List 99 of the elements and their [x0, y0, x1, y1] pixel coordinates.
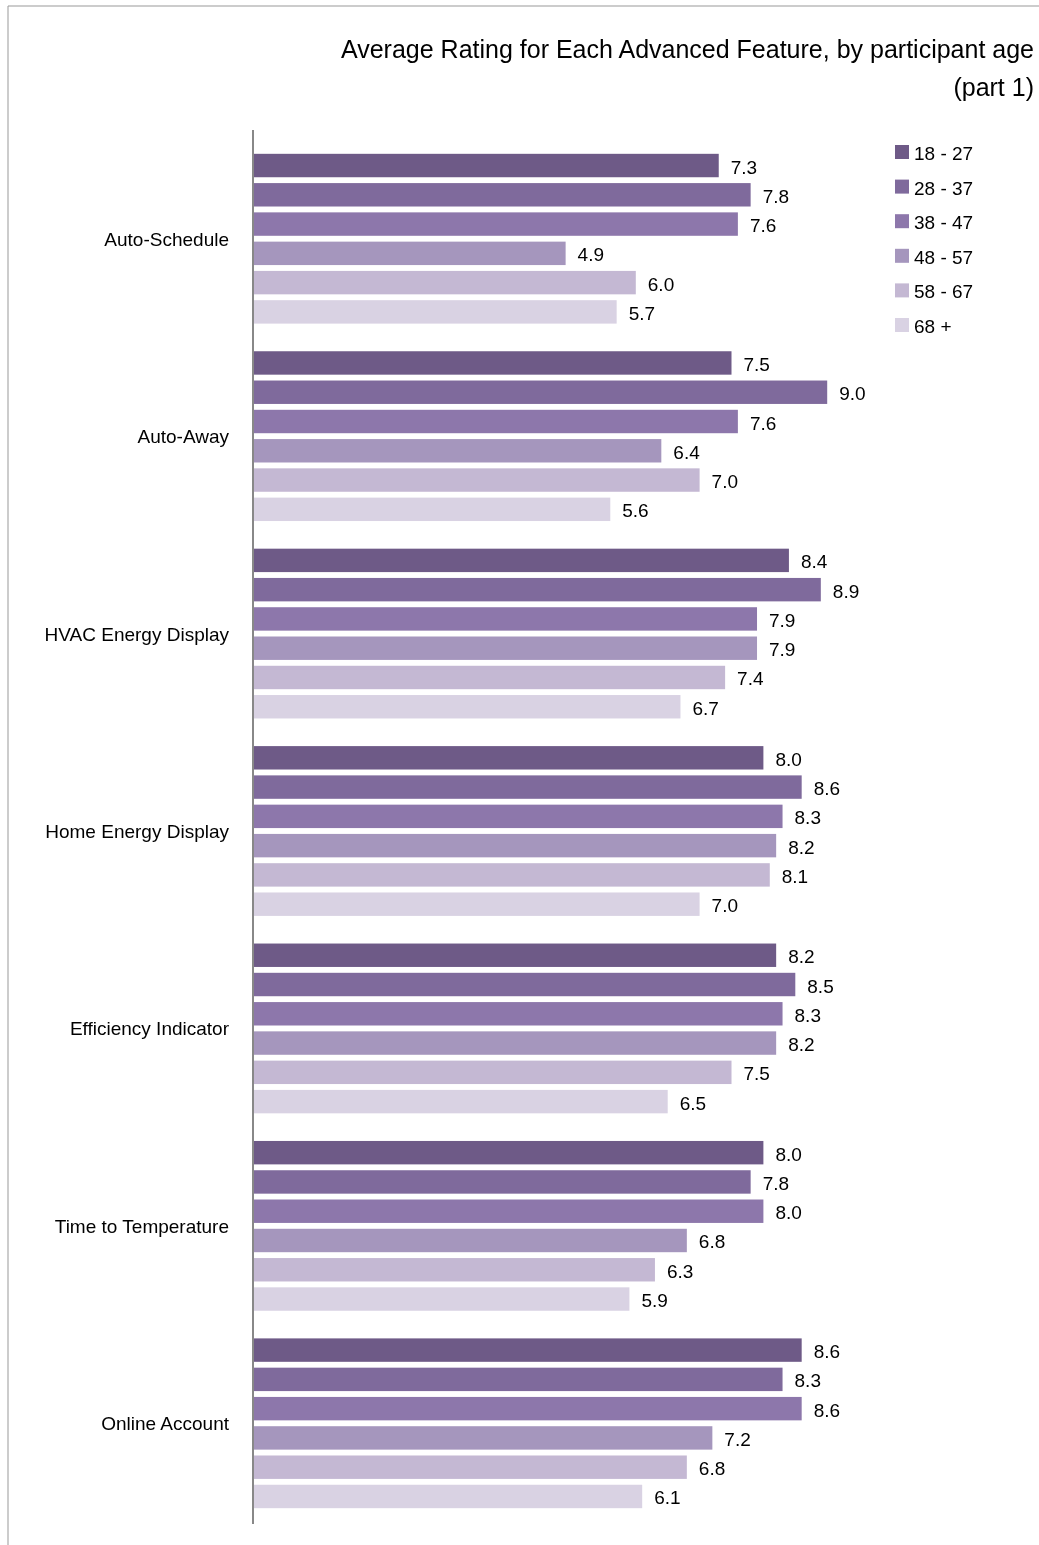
y-tick-label: HVAC Energy Display	[44, 623, 230, 645]
bar	[253, 833, 777, 858]
bar	[253, 607, 758, 631]
bar	[253, 775, 802, 799]
text: (part 1)	[953, 73, 1034, 101]
data-label: 7.8	[762, 1172, 790, 1194]
data-label: 5.6	[622, 500, 649, 522]
bar	[253, 380, 828, 404]
data-label: 7.2	[724, 1428, 751, 1450]
bar	[253, 1089, 668, 1114]
data-label: 4.9	[577, 244, 605, 266]
chart-title: Average Rating for Each Advanced Feature, by participant age	[340, 35, 1034, 63]
bar	[253, 153, 719, 178]
data-label: 7.9	[769, 609, 796, 631]
data-label: 8.9	[832, 580, 860, 602]
y-tick-label: Efficiency Indicator	[69, 1018, 230, 1040]
bar	[253, 183, 751, 207]
data-label: 7.5	[743, 353, 770, 375]
data-label: 8.6	[813, 778, 841, 800]
bar	[253, 1258, 655, 1282]
bar	[253, 1228, 687, 1253]
bar	[253, 1455, 687, 1479]
data-label: 6.0	[647, 273, 675, 295]
data-label: 6.8	[698, 1231, 726, 1253]
data-label: 7.6	[749, 412, 777, 434]
legend-label: 68 +	[914, 316, 952, 337]
data-label: 8.1	[781, 865, 809, 887]
data-label: 8.3	[794, 1370, 821, 1392]
bar	[253, 863, 770, 887]
data-label: 8.2	[788, 946, 815, 968]
data-label: 6.4	[673, 441, 701, 463]
bar	[253, 212, 738, 236]
bar	[253, 409, 738, 434]
bar	[253, 636, 758, 660]
bar	[253, 1060, 732, 1085]
legend-label: 18 - 27	[914, 143, 974, 164]
bar	[253, 1170, 751, 1194]
bar	[253, 1031, 777, 1055]
data-label: 6.7	[692, 697, 719, 719]
data-label: 8.0	[775, 1202, 802, 1224]
data-label: 7.6	[749, 215, 777, 237]
data-label: 8.2	[788, 836, 815, 858]
y-tick-label: Time to Temperature	[54, 1215, 229, 1237]
bar	[253, 351, 732, 375]
data-label: 7.9	[769, 639, 796, 661]
bar	[253, 665, 726, 690]
y-tick-label: Online Account	[101, 1413, 230, 1435]
legend-label: 28 - 37	[914, 177, 974, 199]
data-label: 8.3	[794, 807, 821, 829]
legend-label: 38 - 47	[914, 212, 974, 234]
bar	[253, 1426, 713, 1450]
bar	[253, 468, 700, 492]
bar	[253, 241, 566, 266]
data-label: 8.6	[813, 1399, 841, 1421]
data-label: 8.0	[775, 1143, 802, 1165]
bar	[253, 300, 617, 324]
bar	[253, 1199, 764, 1223]
data-label: 5.7	[628, 302, 656, 324]
data-label: 7.0	[711, 471, 739, 493]
bar	[253, 577, 821, 602]
bar	[253, 1367, 783, 1392]
data-label: 7.3	[730, 156, 758, 178]
data-label: 8.4	[800, 551, 828, 573]
data-label: 8.5	[807, 975, 834, 997]
data-label: 6.3	[666, 1260, 694, 1282]
data-label: 5.9	[641, 1290, 668, 1312]
data-label: 6.1	[654, 1487, 681, 1509]
data-label: 6.5	[679, 1092, 707, 1114]
y-tick-label: Auto-Schedule	[104, 228, 229, 250]
bar	[253, 1002, 783, 1026]
bar	[253, 439, 662, 463]
data-label: 7.5	[743, 1063, 770, 1085]
data-label: 6.8	[698, 1458, 726, 1480]
bar	[253, 1287, 630, 1311]
bar	[253, 1484, 643, 1509]
bar	[253, 695, 681, 719]
bar	[253, 1338, 802, 1362]
legend-label: 48 - 57	[914, 246, 974, 268]
legend-label: 58 - 67	[914, 281, 974, 303]
bar	[253, 548, 789, 573]
bar	[253, 270, 636, 295]
y-tick-label: Home Energy Display	[45, 821, 230, 842]
bar	[253, 746, 764, 770]
data-label: 8.6	[813, 1341, 841, 1363]
bar	[253, 497, 611, 522]
bar	[253, 804, 783, 829]
data-label: 8.3	[794, 1004, 821, 1026]
bar	[253, 972, 796, 997]
y-tick-label: Auto-Away	[137, 426, 230, 448]
bar	[253, 1396, 802, 1421]
data-label: 7.4	[737, 668, 764, 690]
data-label: 9.0	[839, 383, 866, 405]
data-label: 8.2	[788, 1034, 815, 1056]
data-label: 7.0	[711, 895, 739, 917]
bar	[253, 892, 700, 916]
bar	[253, 1140, 764, 1165]
data-label: 7.8	[762, 185, 790, 207]
data-label: 8.0	[775, 748, 802, 770]
bar	[253, 943, 777, 967]
